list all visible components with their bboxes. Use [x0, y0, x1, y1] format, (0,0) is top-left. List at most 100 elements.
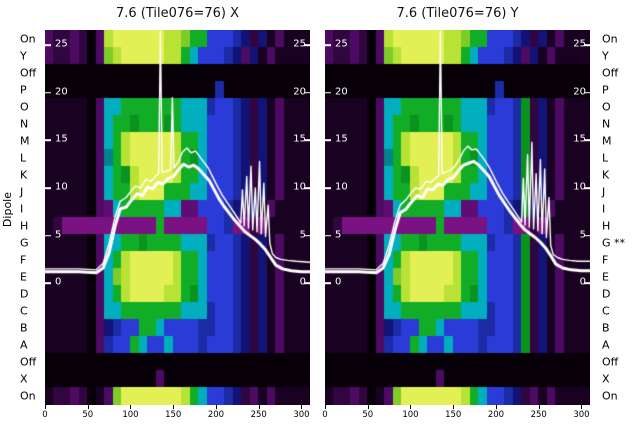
x-tick-label: 50: [362, 410, 374, 420]
x-tick-label: 300: [573, 410, 590, 420]
x-tick-mark: [581, 405, 583, 409]
y-tick-label-left: 20: [335, 86, 348, 98]
row-label-left: F: [20, 253, 27, 267]
y-tick-label-right: 5: [579, 229, 586, 241]
x-tick-mark: [215, 405, 217, 409]
row-label-left: On: [20, 389, 36, 403]
row-label-right: Off: [602, 355, 619, 369]
row-label-left: I: [20, 202, 24, 216]
y-tick-mark-left: [325, 234, 331, 237]
row-label-left: Off: [20, 66, 37, 80]
x-tick-label: 250: [530, 410, 547, 420]
row-label-right: P: [602, 83, 609, 97]
y-tick-label-right: 0: [579, 276, 586, 288]
y-tick-mark-left: [45, 44, 51, 47]
x-tick-mark: [367, 405, 369, 409]
dipole-row-labels-left: On Y Off P O N M L K J I H G F E D C B A Off X On: [20, 30, 44, 405]
y-tick-mark-right: [584, 139, 590, 142]
x-tick-mark: [301, 405, 303, 409]
row-label-right: On: [602, 389, 618, 403]
y-tick-label-left: 15: [335, 133, 348, 145]
row-label-right: I: [602, 202, 606, 216]
row-label-right: Off: [602, 66, 619, 80]
x-tick-mark: [495, 405, 497, 409]
y-tick-label-left: 25: [55, 38, 68, 50]
row-label-right: On: [602, 32, 618, 46]
y-tick-label-left: 5: [335, 229, 342, 241]
row-label-right: C: [602, 304, 610, 318]
row-label-left: P: [20, 83, 27, 97]
row-label-left: K: [20, 168, 28, 182]
x-tick-label: 200: [487, 410, 505, 420]
row-label-left: M: [20, 134, 30, 148]
y-tick-mark-left: [325, 282, 331, 284]
y-tick-label-right: 20: [573, 86, 586, 98]
x-tick-mark: [453, 405, 455, 409]
row-label-right: J: [602, 185, 606, 199]
y-tick-label-right: 0: [299, 276, 306, 288]
row-label-left: D: [20, 287, 29, 301]
x-tick-label: 200: [207, 410, 225, 420]
y-tick-mark-right: [584, 234, 590, 237]
row-label-right: E: [602, 270, 609, 284]
row-label-right: X: [602, 372, 610, 386]
row-label-right: B: [602, 321, 610, 335]
row-label-left: Off: [20, 355, 37, 369]
row-label-right: G **: [602, 236, 626, 250]
row-label-left: C: [20, 304, 28, 318]
row-label-left: Y: [20, 49, 27, 63]
y-tick-mark-right: [304, 92, 310, 94]
row-label-left: E: [20, 270, 27, 284]
y-tick-mark-right: [584, 44, 590, 47]
row-label-right: L: [602, 151, 609, 165]
x-tick-mark: [538, 405, 540, 409]
row-label-right: M: [602, 134, 612, 148]
y-tick-label-right: 10: [573, 181, 586, 193]
row-label-left: O: [20, 100, 29, 114]
y-tick-label-right: 15: [573, 133, 586, 145]
y-tick-label-right: 25: [573, 38, 586, 50]
y-tick-mark-left: [45, 92, 51, 94]
x-tick-mark: [45, 405, 46, 409]
y-tick-label-right: 15: [293, 133, 306, 145]
y-tick-mark-right: [304, 187, 310, 189]
x-tick-label: 100: [402, 410, 419, 420]
row-label-left: J: [20, 185, 24, 199]
x-tick-label: 150: [445, 410, 462, 420]
panel-title-x: 7.6 (Tile076=76) X: [116, 6, 239, 21]
panel-y: 7.6 (Tile076=76) Y 25 25 20 20 15 15 10 10 5 5 0 0 0…: [322, 6, 590, 419]
row-label-right: N: [602, 117, 611, 131]
y-tick-mark-left: [325, 139, 331, 142]
x-tick-label: 150: [165, 410, 182, 420]
y-tick-label-left: 10: [335, 181, 348, 193]
row-label-right: O: [602, 100, 611, 114]
row-label-left: A: [20, 338, 28, 352]
row-label-left: B: [20, 321, 28, 335]
y-tick-label-left: 25: [335, 38, 348, 50]
y-tick-label-left: 15: [55, 133, 68, 145]
panel-x: 7.6 (Tile076=76) X 25 25 20 20 15 15 10 10 5 5 0 0 0…: [42, 6, 310, 419]
row-label-left: G: [20, 236, 29, 250]
x-tick-mark: [130, 405, 132, 409]
y-tick-mark-left: [45, 282, 51, 284]
row-label-right: A: [602, 338, 610, 352]
y-tick-label-left: 10: [55, 181, 68, 193]
x-tick-mark: [173, 405, 175, 409]
panel-title-y: 7.6 (Tile076=76) Y: [396, 6, 519, 21]
y-tick-mark-right: [304, 44, 310, 47]
x-tick-mark: [258, 405, 260, 409]
y-tick-mark-right: [304, 234, 310, 237]
y-tick-mark-left: [325, 92, 331, 94]
y-tick-mark-right: [584, 187, 590, 189]
x-tick-mark: [325, 405, 326, 409]
y-tick-label-left: 5: [55, 229, 62, 241]
row-label-right: K: [602, 168, 610, 182]
y-tick-mark-right: [304, 139, 310, 142]
row-label-right: Y: [602, 49, 609, 63]
y-tick-label-right: 10: [293, 181, 306, 193]
y-tick-label-right: 5: [299, 229, 306, 241]
row-label-left: L: [20, 151, 27, 165]
y-tick-label-left: 0: [55, 276, 62, 288]
y-tick-mark-right: [584, 282, 590, 284]
